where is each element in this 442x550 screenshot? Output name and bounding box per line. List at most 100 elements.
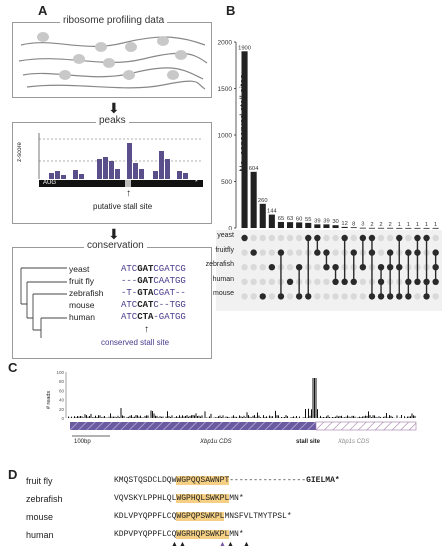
alignment-name-fruit-fly: fruit fly bbox=[26, 476, 53, 486]
coverage-bar bbox=[323, 417, 324, 418]
bar bbox=[432, 227, 439, 229]
sequence-yeast: ATCGATCGATCG bbox=[121, 264, 186, 274]
peaks-box: z-score AUG * ↑ putative stall site bbox=[12, 122, 212, 224]
coverage-bar bbox=[101, 417, 102, 418]
coverage-bar bbox=[117, 415, 119, 418]
coverage-bar bbox=[198, 415, 200, 418]
coverage-bar bbox=[408, 416, 410, 418]
coverage-bar bbox=[309, 415, 311, 418]
species-fruit-fly: fruit fly bbox=[69, 276, 95, 286]
coverage-bar bbox=[410, 416, 411, 418]
bar-value-label: 55 bbox=[305, 217, 311, 223]
coverage-bar bbox=[368, 411, 369, 418]
coverage-bar bbox=[242, 416, 243, 418]
stall-site-label: stall site bbox=[296, 439, 321, 445]
alignment-row-mouse: KDLVPYQPPFLCQWGPQPSWKPLMNSFVLTMYTPSL* bbox=[114, 512, 292, 521]
coverage-bar bbox=[114, 416, 116, 418]
coverage-bar bbox=[156, 415, 158, 418]
coverage-bar bbox=[134, 416, 135, 418]
xbp1s-cds-bar bbox=[315, 421, 417, 431]
coverage-y-tick-label: 40 bbox=[59, 398, 65, 403]
set-dot bbox=[332, 234, 339, 242]
coverage-bar bbox=[83, 417, 84, 418]
coverage-bar bbox=[102, 416, 104, 418]
set-dot-active bbox=[359, 264, 367, 271]
coverage-bar bbox=[233, 415, 234, 418]
xbp1s-cds-label: Xbp1s CDS bbox=[338, 439, 370, 445]
conserved-position-arrow-icon: ▲ bbox=[179, 541, 186, 548]
coverage-bar bbox=[191, 415, 192, 418]
bar-value-label: 30 bbox=[332, 219, 338, 225]
coverage-bar bbox=[354, 416, 356, 418]
coverage-bar bbox=[243, 415, 245, 418]
coverage-bar bbox=[414, 415, 416, 418]
ribosome-profiling-illustration bbox=[18, 32, 208, 90]
coverage-bar bbox=[80, 415, 81, 418]
coverage-bar bbox=[386, 413, 387, 418]
coverage-bar bbox=[150, 410, 152, 418]
coverage-bar bbox=[321, 417, 323, 418]
coverage-bar bbox=[221, 416, 222, 418]
coverage-y-tick-label: 100 bbox=[56, 370, 64, 375]
coverage-bar bbox=[387, 417, 389, 418]
set-name-zebrafish: zebrafish bbox=[205, 261, 234, 269]
coverage-bar bbox=[276, 415, 278, 418]
coverage-bar bbox=[338, 416, 339, 418]
coverage-bar bbox=[326, 416, 327, 418]
coverage-bar bbox=[317, 409, 318, 418]
bar bbox=[268, 214, 275, 228]
set-dot bbox=[359, 293, 367, 300]
coverage-bar bbox=[336, 415, 338, 418]
coverage-bar bbox=[111, 416, 113, 418]
coverage-bar bbox=[161, 416, 162, 418]
coverage-bar bbox=[189, 415, 191, 418]
coverage-bar bbox=[219, 415, 221, 418]
coverage-bar bbox=[96, 416, 98, 418]
set-dot-active bbox=[250, 249, 257, 256]
coverage-bar bbox=[128, 416, 129, 418]
coverage-bar bbox=[245, 417, 246, 418]
ribosome-profiling-title: ribosome profiling data bbox=[60, 15, 168, 26]
coverage-bar bbox=[89, 415, 90, 418]
set-dot bbox=[414, 293, 421, 300]
coverage-bar bbox=[374, 415, 375, 418]
alignment-row-human: KDPVPYQPPFLCQWGRHQPSWKPLMN* bbox=[114, 530, 244, 539]
coverage-bar bbox=[257, 412, 258, 418]
coverage-bar bbox=[369, 415, 371, 418]
panel-label-d: D bbox=[8, 467, 18, 482]
coverage-bar bbox=[303, 417, 305, 418]
zscore-axis-label: z-score bbox=[16, 142, 23, 162]
reads-axis-label: # reads bbox=[46, 390, 53, 410]
bar-value-label: 1900 bbox=[238, 45, 251, 51]
coverage-bar bbox=[99, 415, 101, 418]
coverage-bar bbox=[207, 417, 209, 418]
coverage-bar bbox=[275, 410, 276, 418]
coverage-bar bbox=[108, 416, 110, 418]
bar bbox=[332, 225, 339, 228]
coverage-bar bbox=[413, 415, 414, 418]
sequence-fruit-fly: ---GATCAATGG bbox=[121, 276, 186, 286]
coverage-bar bbox=[177, 416, 179, 418]
coverage-bar bbox=[263, 415, 264, 418]
coverage-bar bbox=[110, 413, 111, 418]
bar bbox=[305, 222, 312, 228]
set-dot bbox=[432, 234, 439, 242]
coverage-y-tick-label: 20 bbox=[59, 407, 65, 412]
coverage-bar bbox=[335, 416, 336, 418]
coverage-bar bbox=[396, 415, 398, 418]
set-dot-active bbox=[259, 293, 266, 300]
conserved-position-arrow-icon: ▲ bbox=[219, 541, 226, 548]
coverage-bar bbox=[342, 417, 344, 418]
coverage-bar bbox=[75, 417, 77, 418]
coverage-bar bbox=[351, 415, 353, 418]
coverage-bar bbox=[152, 411, 153, 418]
coverage-bar bbox=[260, 417, 261, 418]
set-dot bbox=[241, 264, 248, 271]
coverage-bar bbox=[153, 413, 155, 418]
set-dot bbox=[323, 278, 330, 285]
coverage-bar bbox=[266, 416, 267, 418]
coverage-bar bbox=[231, 416, 233, 418]
scale-bar-label: 100bp bbox=[74, 439, 91, 445]
set-dot bbox=[332, 249, 339, 256]
coverage-bar bbox=[371, 417, 372, 418]
